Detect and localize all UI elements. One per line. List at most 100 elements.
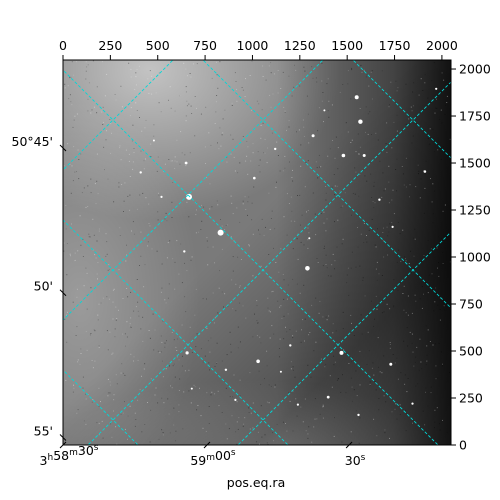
noise-pixel	[353, 335, 355, 336]
noise-pixel	[332, 332, 334, 334]
noise-pixel	[276, 181, 277, 183]
noise-pixel	[80, 353, 82, 354]
noise-pixel	[122, 372, 124, 374]
noise-pixel	[125, 149, 127, 151]
noise-pixel	[71, 165, 73, 167]
noise-pixel	[438, 342, 440, 344]
noise-pixel	[425, 391, 426, 393]
noise-pixel	[196, 63, 198, 65]
noise-pixel	[294, 376, 296, 378]
noise-pixel	[157, 350, 159, 352]
noise-pixel	[290, 361, 292, 363]
noise-pixel	[100, 302, 102, 304]
noise-pixel	[86, 349, 88, 351]
noise-pixel	[257, 431, 259, 433]
noise-pixel	[442, 146, 444, 148]
noise-pixel	[394, 408, 396, 410]
noise-pixel	[158, 438, 160, 440]
noise-pixel	[106, 241, 108, 243]
noise-pixel	[72, 180, 74, 182]
noise-pixel	[168, 99, 169, 101]
noise-pixel	[106, 73, 108, 75]
noise-pixel	[276, 423, 278, 425]
noise-pixel	[98, 347, 100, 348]
noise-pixel	[132, 168, 134, 170]
noise-pixel	[227, 305, 229, 307]
noise-pixel	[331, 186, 333, 188]
noise-pixel	[75, 335, 77, 336]
noise-pixel	[96, 86, 98, 88]
star-source	[274, 147, 277, 151]
noise-pixel	[268, 192, 270, 194]
noise-pixel	[216, 362, 218, 364]
star-source	[139, 171, 142, 174]
noise-pixel	[445, 104, 447, 106]
noise-pixel	[234, 72, 236, 74]
star-source	[341, 153, 346, 158]
star-source	[311, 134, 315, 138]
noise-pixel	[225, 387, 227, 389]
noise-pixel	[129, 323, 131, 325]
noise-pixel	[86, 308, 88, 310]
noise-pixel	[336, 185, 338, 187]
noise-pixel	[222, 118, 224, 120]
noise-pixel	[292, 369, 294, 371]
noise-pixel	[347, 83, 349, 85]
noise-pixel	[373, 418, 375, 420]
star-source	[358, 119, 363, 124]
noise-pixel	[140, 328, 142, 330]
noise-pixel	[359, 265, 361, 267]
noise-pixel	[429, 341, 431, 342]
noise-pixel	[302, 421, 304, 423]
noise-pixel	[259, 159, 261, 161]
star-source	[296, 403, 299, 406]
noise-pixel	[113, 399, 115, 401]
noise-pixel	[92, 218, 94, 220]
noise-pixel	[161, 397, 163, 399]
noise-pixel	[307, 239, 309, 241]
star-source	[234, 398, 237, 401]
x-top-tick-label: 2000	[426, 38, 458, 53]
noise-pixel	[424, 187, 426, 189]
noise-pixel	[262, 122, 264, 124]
noise-pixel	[303, 135, 305, 137]
noise-pixel	[425, 160, 427, 162]
noise-pixel	[416, 346, 418, 348]
noise-pixel	[279, 170, 281, 172]
noise-pixel	[412, 135, 414, 137]
noise-pixel	[168, 413, 170, 415]
noise-pixel	[241, 87, 243, 88]
noise-pixel	[244, 96, 246, 97]
noise-pixel	[101, 420, 103, 422]
noise-pixel	[230, 134, 232, 136]
noise-pixel	[382, 240, 384, 242]
noise-pixel	[296, 238, 298, 240]
noise-pixel	[376, 308, 378, 310]
noise-pixel	[82, 376, 84, 378]
star-source	[224, 368, 228, 371]
noise-pixel	[357, 133, 359, 135]
noise-pixel	[78, 159, 80, 160]
noise-pixel	[395, 403, 397, 405]
noise-pixel	[181, 282, 183, 284]
noise-pixel	[336, 246, 338, 248]
noise-pixel	[185, 91, 187, 93]
noise-pixel	[335, 330, 337, 332]
noise-pixel	[186, 105, 188, 107]
noise-pixel	[374, 244, 376, 246]
noise-pixel	[334, 221, 335, 223]
noise-pixel	[142, 340, 144, 342]
noise-pixel	[92, 60, 94, 62]
noise-pixel	[230, 153, 232, 155]
noise-pixel	[307, 437, 309, 439]
noise-pixel	[337, 378, 339, 380]
noise-pixel	[336, 380, 338, 381]
noise-pixel	[106, 330, 108, 332]
noise-pixel	[66, 314, 68, 316]
noise-pixel	[71, 61, 73, 63]
noise-pixel	[292, 430, 294, 432]
noise-pixel	[133, 356, 135, 358]
noise-pixel	[97, 278, 98, 280]
noise-pixel	[171, 160, 173, 162]
noise-pixel	[132, 161, 134, 163]
